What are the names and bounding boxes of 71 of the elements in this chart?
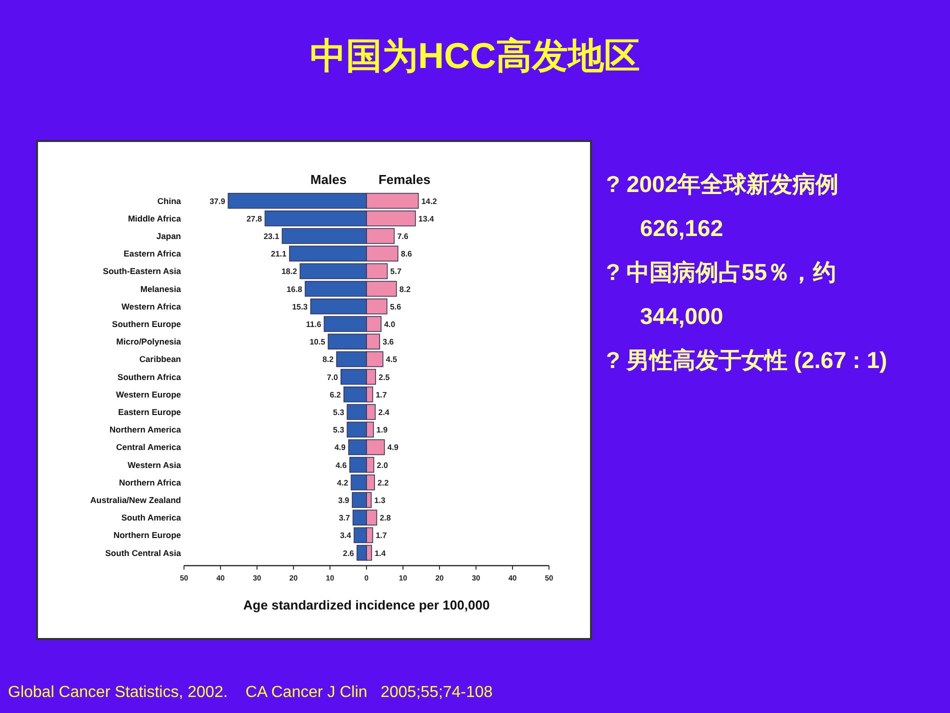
y-tick-label: Western Africa <box>121 301 182 312</box>
y-tick-label: Caribbean <box>139 354 181 364</box>
data-label: 5.3 <box>333 408 345 417</box>
y-tick-label: Northern America <box>110 424 182 435</box>
data-label: 4.9 <box>334 443 346 452</box>
data-label: 1.7 <box>376 531 388 540</box>
data-label: 21.1 <box>270 250 288 259</box>
y-tick-label: Central America <box>116 442 182 452</box>
y-tick-label: Melanesia <box>140 284 182 294</box>
data-label: 4.5 <box>386 355 398 364</box>
data-label: 2.8 <box>380 514 392 523</box>
y-tick-label: South Central Asia <box>105 548 182 558</box>
data-label: 37.9 <box>210 196 226 206</box>
data-label: 1.7 <box>376 390 388 400</box>
y-tick-label: Northern Africa <box>118 477 182 488</box>
data-label: 5.6 <box>390 302 402 312</box>
y-tick-label: Australia/New Zealand <box>90 495 181 505</box>
y-tick-label: South America <box>121 512 182 523</box>
data-label: 15.3 <box>292 302 308 312</box>
data-label: 2.4 <box>378 408 390 417</box>
data-label: 7.0 <box>326 372 338 382</box>
chart-title: 中国为HCC高发地区 <box>309 34 641 78</box>
data-label: 8.6 <box>400 250 413 259</box>
y-tick-label: China <box>157 196 182 206</box>
y-tick-label: Southern Europe <box>112 319 182 329</box>
data-label: 6.2 <box>330 390 342 400</box>
text: ? 中国病例占55％，约 344,000 <box>606 258 838 331</box>
data-label: 4.9 <box>387 443 400 452</box>
y-tick-label: Southern Africa <box>118 372 182 382</box>
data-label: 2.6 <box>342 548 355 558</box>
data-label: 1.9 <box>376 426 388 435</box>
data-label: 16.8 <box>286 284 303 294</box>
data-label: 5.3 <box>333 426 345 435</box>
y-tick-label: Northern Europe <box>113 530 182 540</box>
text: Global Cancer Statistics, 2002. CA Cancer J Clin 2005;55;74-108 <box>8 684 493 702</box>
data-label: 4.0 <box>384 320 396 329</box>
data-label: 13.4 <box>418 214 435 224</box>
data-label: 27.8 <box>246 214 263 224</box>
data-label: 7.6 <box>397 232 409 241</box>
data-label: 2.5 <box>378 372 390 382</box>
data-label: 11.6 <box>306 320 322 329</box>
data-label: 3.7 <box>338 514 351 523</box>
data-label: 1.3 <box>374 496 386 505</box>
y-tick-label: Western Asia <box>128 460 182 470</box>
y-tick-label: Eastern Africa <box>124 248 182 259</box>
data-label: 1.4 <box>374 548 386 558</box>
y-tick-label: Middle Africa <box>128 213 182 224</box>
y-tick-label: Japan <box>156 231 181 241</box>
data-label: 3.6 <box>382 338 394 347</box>
y-tick-label: Western Europe <box>116 389 182 400</box>
data-label: 8.2 <box>322 355 334 364</box>
text: ? 男性高发于女性 (2.67 : 1) <box>606 346 888 375</box>
data-label: 8.2 <box>399 284 412 294</box>
data-label: 23.1 <box>264 232 280 241</box>
data-label: 18.2 <box>281 267 298 276</box>
series-label: Males <box>310 172 347 187</box>
x-axis-title: Age standardized incidence per 100,000 <box>243 598 490 613</box>
data-label: 4.2 <box>337 478 349 488</box>
data-label: 3.4 <box>340 531 352 540</box>
data-label: 2.0 <box>376 460 388 470</box>
y-tick-label: Micro/Polynesia <box>116 336 182 347</box>
y-tick-label: Eastern Europe <box>118 407 182 417</box>
text: ? 2002年全球新发病例 626,162 <box>606 170 840 243</box>
data-label: 5.7 <box>390 267 402 276</box>
data-label: 2.2 <box>378 478 390 488</box>
data-label: 14.2 <box>421 196 438 206</box>
y-tick-label: South-Eastern Asia <box>102 266 182 276</box>
series-label: Females <box>378 172 431 187</box>
data-label: 3.9 <box>338 496 350 505</box>
data-label: 10.5 <box>310 338 326 347</box>
data-label: 4.6 <box>336 460 348 470</box>
